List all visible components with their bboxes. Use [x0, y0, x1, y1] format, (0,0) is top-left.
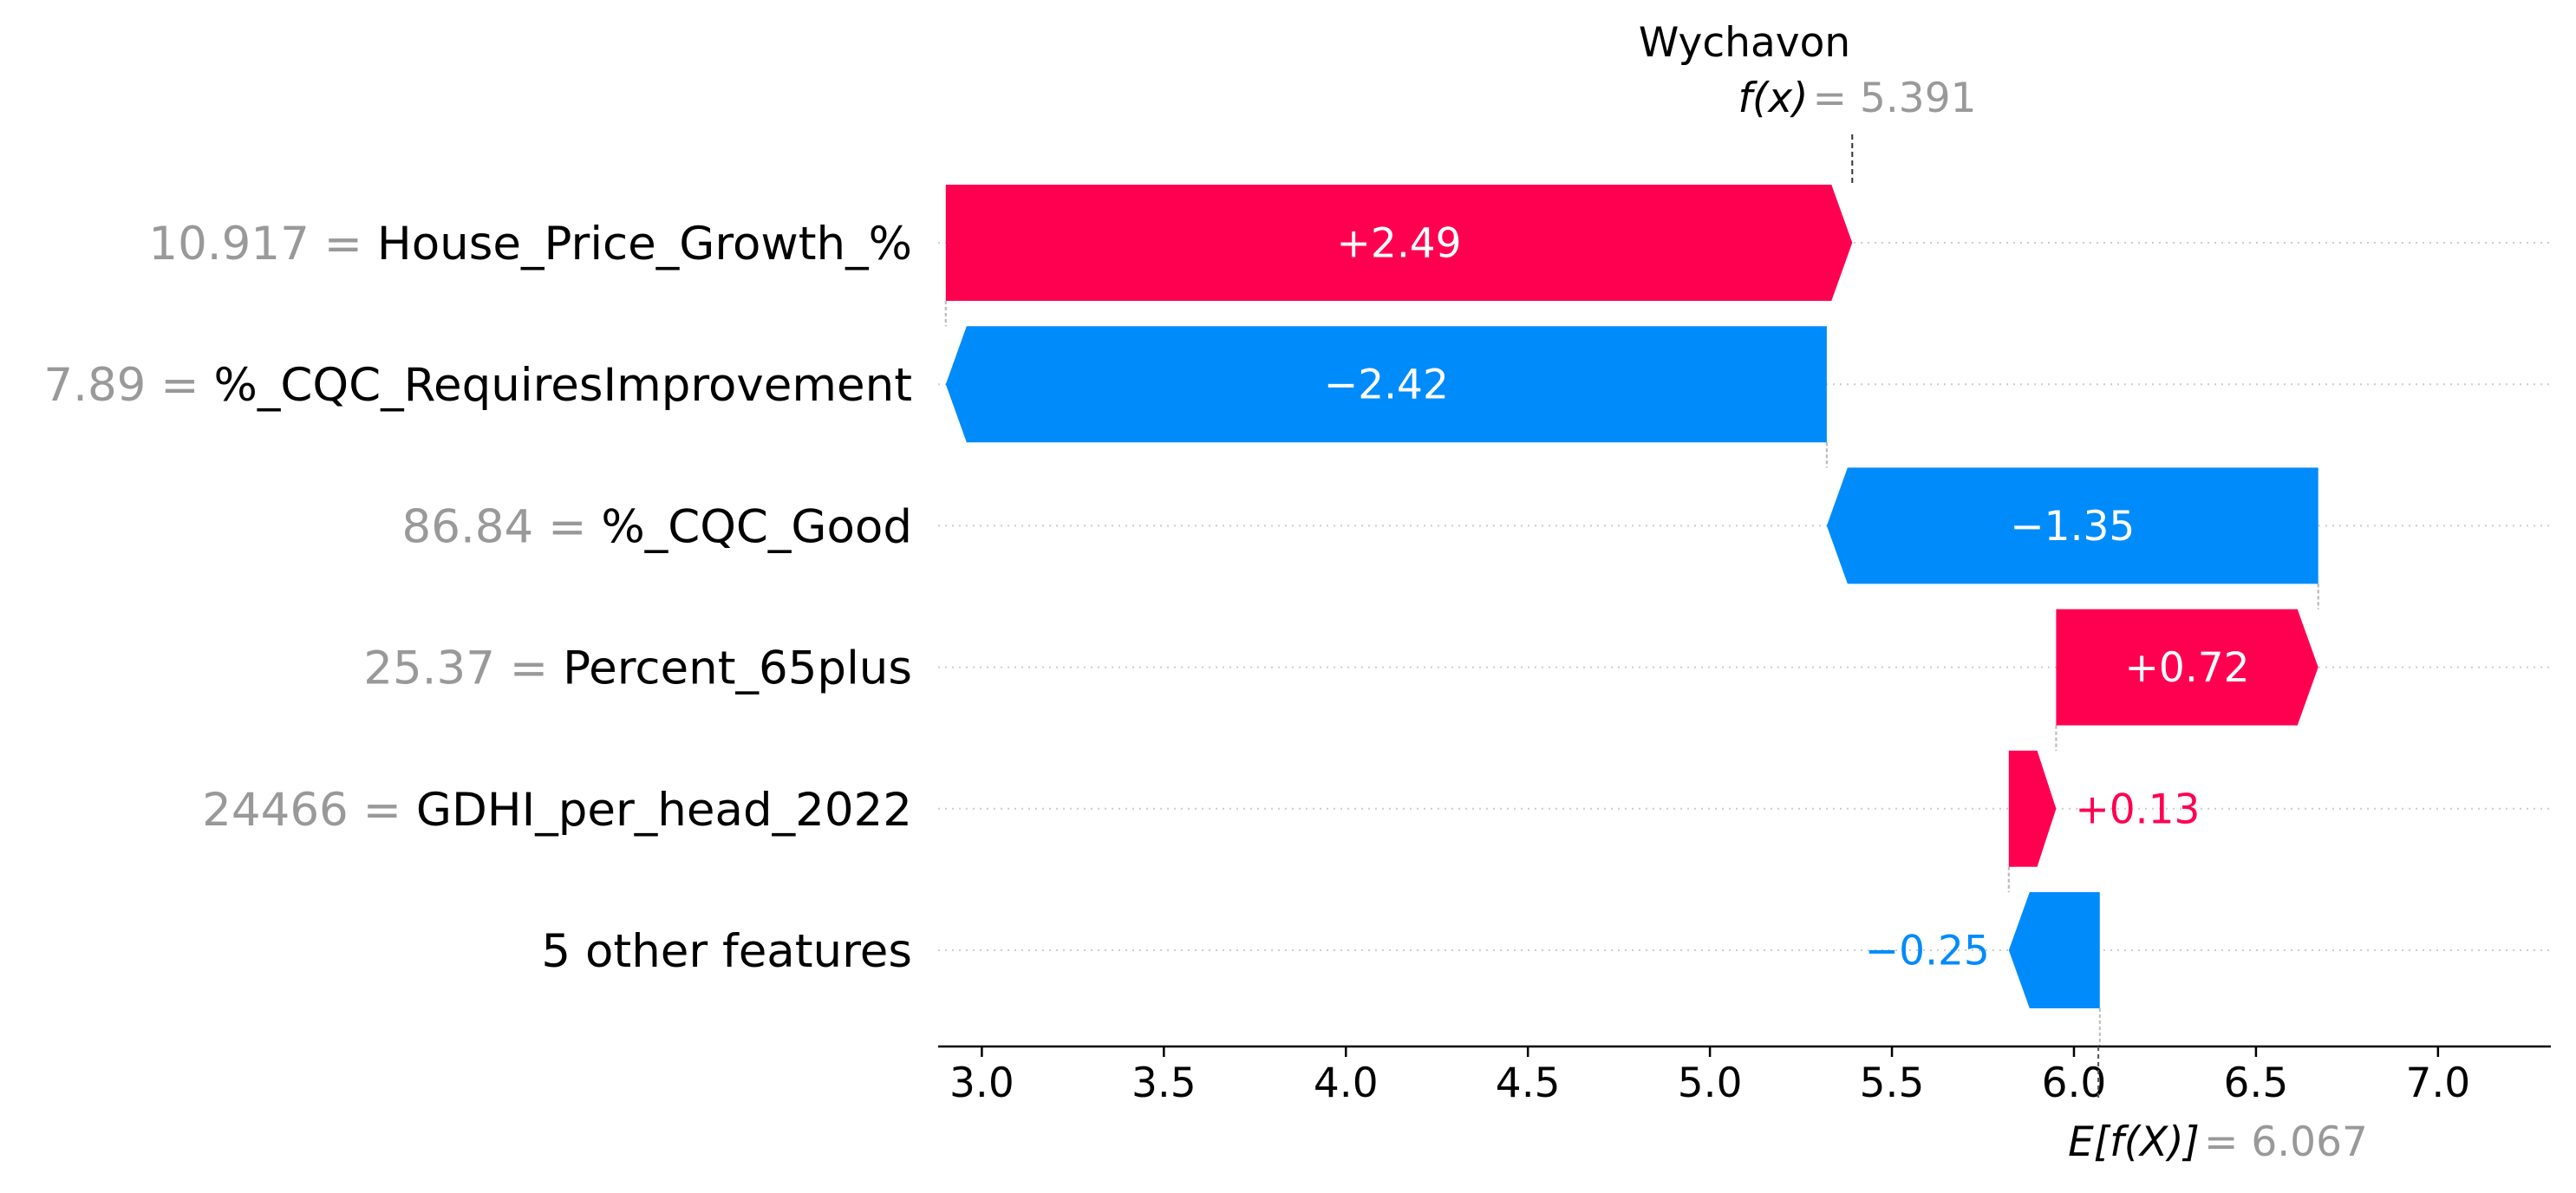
- feature-name: 5 other features: [541, 925, 912, 978]
- x-tick-label: 4.0: [1314, 1059, 1379, 1107]
- feature-label: 7.89 = %_CQC_RequiresImprovement: [43, 359, 912, 412]
- waterfall-bar: [2056, 609, 2318, 726]
- svg-text:E[f(X)] = 6.067: E[f(X)] = 6.067: [2068, 1118, 2368, 1166]
- feature-name: House_Price_Growth_%: [377, 218, 912, 271]
- feature-label: 24466 = GDHI_per_head_2022: [202, 783, 912, 836]
- fx-equals: =: [1813, 75, 1860, 122]
- x-tick-label: 5.5: [1860, 1059, 1925, 1107]
- chart-title: Wychavon: [1639, 19, 1850, 67]
- x-tick-label: 6.5: [2224, 1059, 2289, 1107]
- bar-value-label: +0.13: [2075, 786, 2200, 833]
- x-axis: 3.0 3.5 4.0 4.5 5.0 5.5 6.0 6.5 7.0: [938, 1045, 2551, 1107]
- feature-value: 24466 =: [202, 783, 416, 836]
- expected-label: E[f(X)]: [2068, 1118, 2200, 1166]
- expected-value: 6.067: [2251, 1118, 2368, 1166]
- feature-label: 10.917 = House_Price_Growth_%: [148, 218, 912, 271]
- expected-equals: =: [2204, 1118, 2251, 1166]
- bar-labels: +2.49 −2.42 −1.35 +0.72 +0.13 −0.25: [1324, 220, 2250, 975]
- bar-value-label: +2.49: [1337, 220, 1462, 268]
- waterfall-bar: [2008, 892, 2100, 1008]
- fx-value: 5.391: [1860, 75, 1977, 122]
- bar-value-label: −0.25: [1865, 928, 1990, 975]
- feature-value: 7.89 =: [43, 359, 213, 412]
- feature-label: 25.37 = Percent_65plus: [363, 642, 912, 694]
- feature-name: %_CQC_Good: [601, 500, 912, 553]
- feature-label: 5 other features: [541, 925, 912, 978]
- expected-value-annotation: E[f(X)] = 6.067: [2068, 1118, 2368, 1166]
- bar-value-label: +0.72: [2125, 644, 2250, 692]
- waterfall-bar: [945, 326, 1827, 443]
- bar-value-label: −1.35: [2010, 503, 2135, 551]
- bar-connectors: [944, 134, 2319, 1046]
- feature-value: 10.917 =: [148, 218, 377, 271]
- feature-name: %_CQC_RequiresImprovement: [214, 359, 912, 412]
- feature-name: GDHI_per_head_2022: [416, 783, 912, 836]
- feature-value: 86.84 =: [402, 500, 602, 553]
- bars: [945, 185, 2318, 1008]
- svg-text:f(x) = 5.391: f(x) = 5.391: [1738, 75, 1976, 122]
- fx-label: f(x): [1738, 75, 1808, 122]
- feature-name: Percent_65plus: [563, 642, 912, 694]
- bar-value-label: −2.42: [1324, 362, 1449, 409]
- waterfall-bar: [2008, 750, 2057, 867]
- x-tick-label: 5.0: [1678, 1059, 1743, 1107]
- waterfall-bar: [945, 185, 1853, 301]
- feature-label: 86.84 = %_CQC_Good: [402, 500, 913, 553]
- feature-value: 25.37 =: [363, 642, 563, 694]
- waterfall-bar: [1826, 467, 2318, 584]
- x-tick-label: 7.0: [2405, 1059, 2470, 1107]
- x-tick-label: 3.5: [1131, 1059, 1197, 1107]
- feature-labels: 10.917 = House_Price_Growth_% 7.89 = %_CQ…: [43, 218, 912, 978]
- x-tick-label: 4.5: [1496, 1059, 1561, 1107]
- x-tick-label: 6.0: [2042, 1059, 2107, 1107]
- x-tick-label: 3.0: [949, 1059, 1014, 1107]
- fx-annotation: f(x) = 5.391: [1738, 75, 1976, 122]
